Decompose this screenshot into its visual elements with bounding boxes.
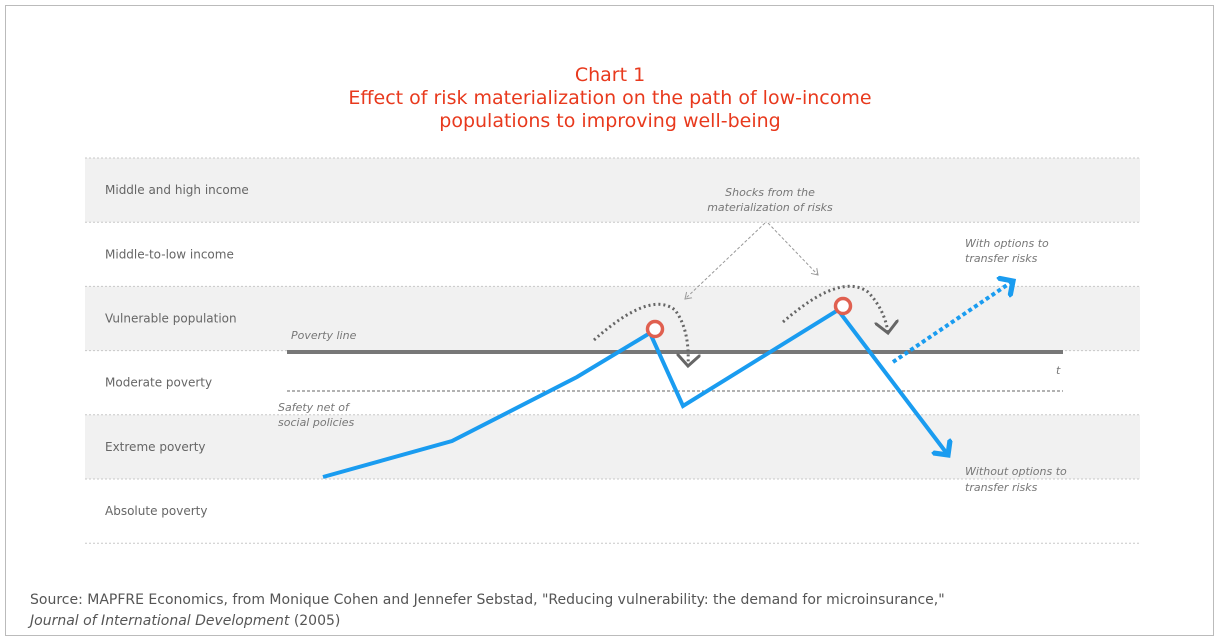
safety-net-label: social policies [278, 416, 355, 429]
title-line: populations to improving well-being [439, 110, 780, 132]
band-label: Absolute poverty [105, 504, 207, 518]
shocks-label: materialization of risks [707, 201, 833, 214]
source-text: Source: MAPFRE Economics, from Monique C… [30, 592, 945, 608]
with-options-label: transfer risks [965, 252, 1038, 265]
transfer-path [891, 281, 1013, 364]
band-label: Extreme poverty [105, 440, 206, 454]
source: Source: MAPFRE Economics, from Monique C… [30, 590, 1200, 632]
title-line: Effect of risk materialization on the pa… [348, 87, 871, 109]
with-options-label: With options to [965, 237, 1049, 250]
band-label: Middle-to-low income [105, 247, 234, 261]
source-journal: Journal of International Development [30, 613, 290, 629]
band-label: Moderate poverty [105, 376, 212, 390]
band-bg [85, 158, 1140, 223]
shock-arrow [782, 284, 888, 333]
source-year: (2005) [293, 613, 341, 629]
poverty-line-label: Poverty line [291, 329, 357, 342]
pointer [767, 222, 818, 275]
bands: Middle and high income Middle-to-low inco… [85, 157, 1140, 544]
safety-net-label: Safety net of [278, 401, 351, 414]
without-options-label: Without options to [965, 465, 1067, 478]
pointer [685, 222, 766, 299]
frame [5, 5, 1214, 636]
time-label: t [1056, 364, 1061, 377]
band-bg [85, 286, 1140, 351]
band-label: Vulnerable population [105, 312, 237, 326]
title-line: Chart 1 [575, 64, 645, 86]
shock-point [833, 296, 853, 316]
shock-point [645, 319, 665, 339]
band-label: Middle and high income [105, 183, 249, 197]
without-options-label: transfer risks [965, 481, 1038, 494]
shocks-label: Shocks from the [725, 186, 815, 199]
band-bg [85, 414, 1140, 479]
